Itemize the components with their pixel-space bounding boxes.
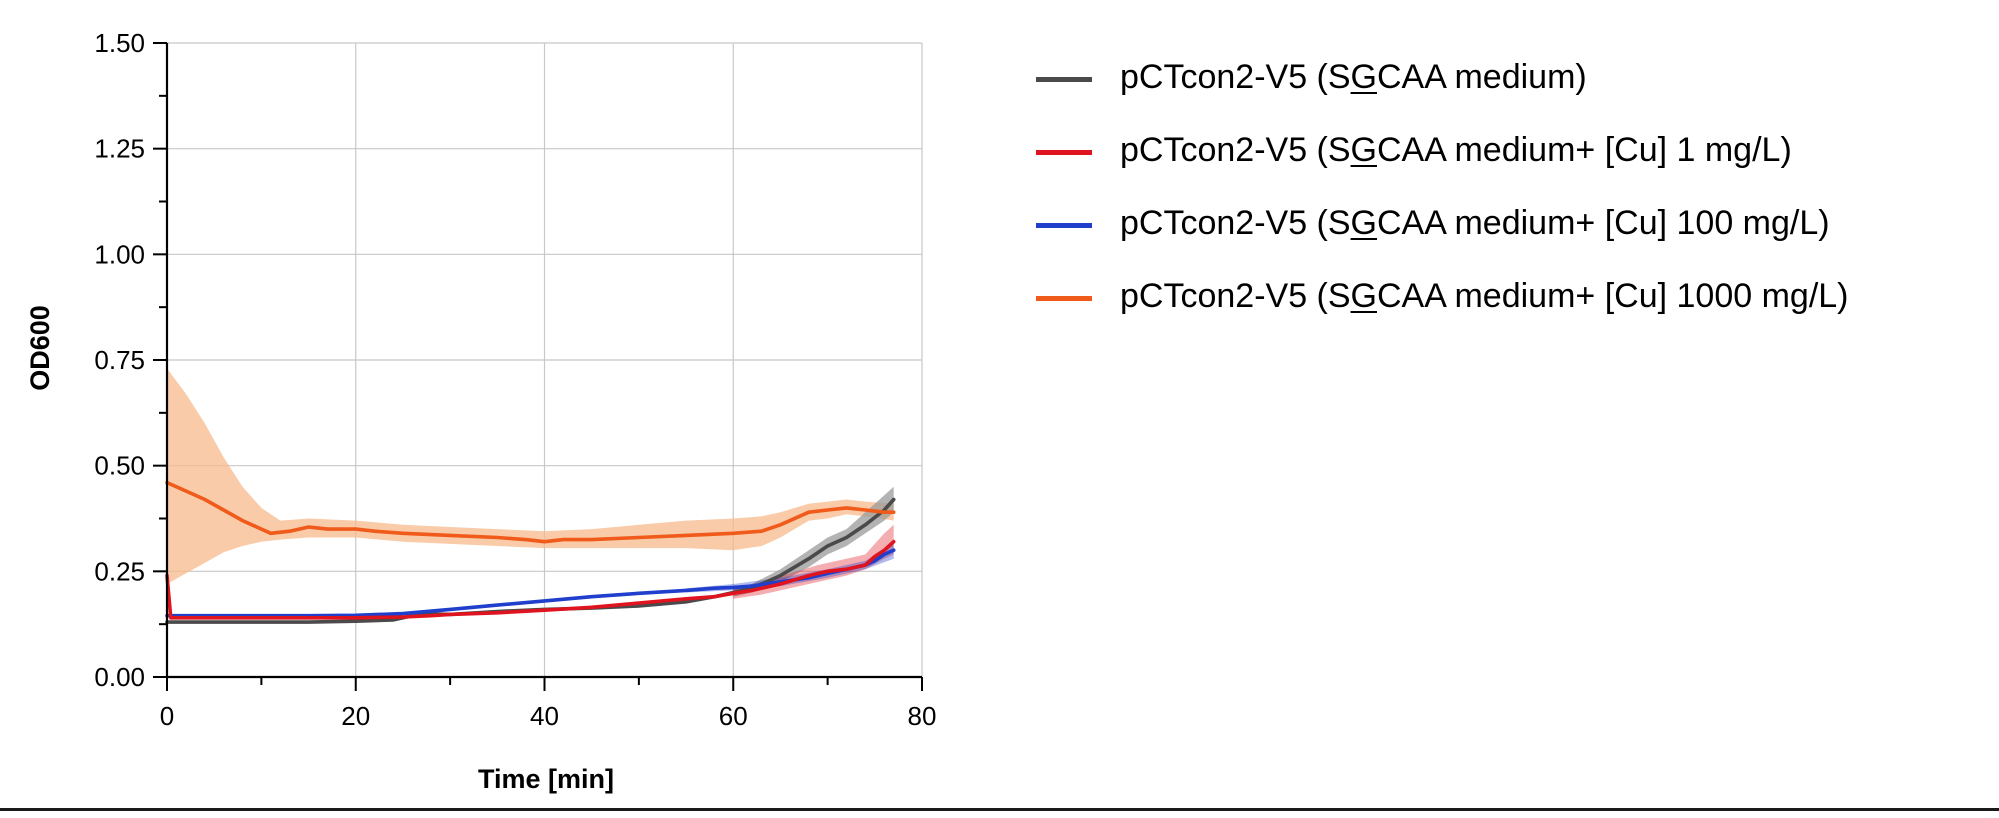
od600-time-chart: 0.00 0.25 0.50 0.75 1.00 1.25 1.50 0 20 40 60 80 O…	[25, 28, 937, 794]
y-tick-label: 0.25	[94, 556, 145, 586]
legend-swatch	[1036, 77, 1092, 82]
legend-label: pCTcon2-V5 (SGCAA medium)	[1120, 58, 1587, 96]
y-tick-label: 0.75	[94, 345, 145, 375]
grid-lines	[167, 42, 923, 677]
axes	[153, 42, 923, 691]
legend-label: pCTcon2-V5 (SGCAA medium+ [Cu] 1 mg/L)	[1120, 131, 1792, 169]
series-line	[165, 480, 896, 544]
legend-swatch	[1036, 223, 1092, 228]
x-tick-label: 20	[341, 701, 370, 731]
legend-swatch	[1036, 150, 1092, 155]
x-tick-label: 80	[908, 701, 937, 731]
y-axis-title: OD600	[25, 305, 55, 391]
bottom-divider	[0, 808, 1999, 811]
y-tick-label: 1.50	[94, 28, 145, 58]
series-line	[165, 497, 896, 624]
y-tick-label: 1.00	[94, 239, 145, 269]
legend-label: pCTcon2-V5 (SGCAA medium+ [Cu] 1000 mg/L…	[1120, 277, 1849, 315]
y-tick-label: 0.00	[94, 662, 145, 692]
x-axis-title: Time [min]	[478, 764, 614, 794]
series-line	[165, 539, 896, 620]
y-tick-label: 0.50	[94, 451, 145, 481]
x-tick-label: 60	[719, 701, 748, 731]
x-tick-label: 40	[530, 701, 559, 731]
legend-label: pCTcon2-V5 (SGCAA medium+ [Cu] 100 mg/L)	[1120, 204, 1830, 242]
series-band	[167, 368, 894, 584]
x-tick-label: 0	[160, 701, 174, 731]
y-tick-label: 1.25	[94, 134, 145, 164]
y-tick-labels: 0.00 0.25 0.50 0.75 1.00 1.25 1.50	[94, 28, 145, 692]
series-lines	[165, 480, 896, 624]
legend-swatch	[1036, 296, 1092, 301]
x-tick-labels: 0 20 40 60 80	[160, 701, 937, 731]
error-bands	[167, 368, 894, 599]
